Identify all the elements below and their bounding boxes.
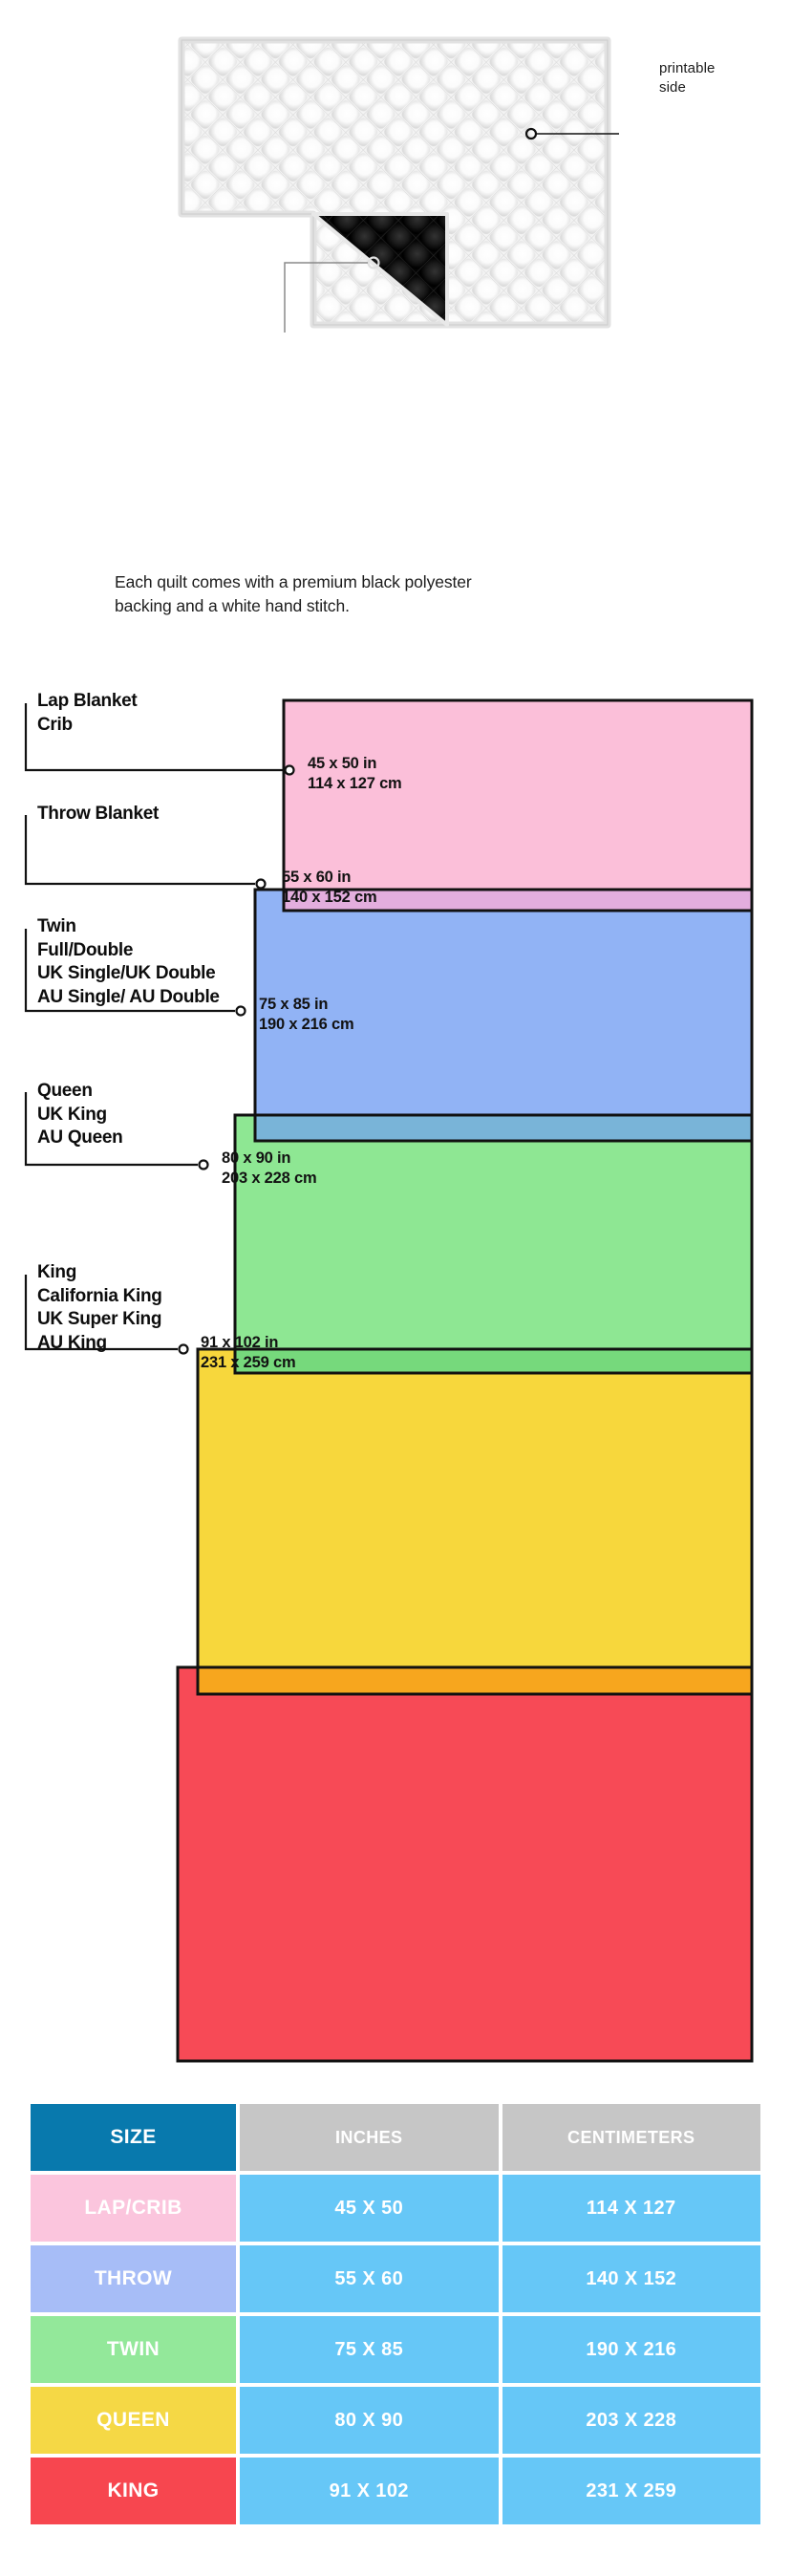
group-label-throw: Throw Blanket — [37, 804, 160, 824]
printable-side-label: printable side — [659, 60, 716, 96]
cell-size-king: KING — [31, 2458, 236, 2524]
table-row: THROW 55 X 60 140 X 152 — [31, 2245, 760, 2312]
size-rect-lap-crib — [282, 698, 754, 912]
cell-size-twin: TWIN — [31, 2316, 236, 2383]
leader-lap-crib — [24, 703, 284, 772]
size-overlap-throw-twin — [253, 1113, 754, 1143]
cell-inches-lap-crib: 45 X 50 — [240, 2175, 499, 2242]
size-rect-queen — [196, 1347, 754, 1696]
header-inches: INCHES — [240, 2104, 499, 2171]
leader-dot-queen — [198, 1159, 209, 1170]
group-label-lap-crib: Lap Blanket Crib — [37, 691, 138, 735]
size-overlap-twin-queen — [233, 1347, 754, 1375]
cell-inches-throw: 55 X 60 — [240, 2245, 499, 2312]
group-label-queen: Queen UK King AU Queen — [37, 1081, 123, 1148]
leader-twin — [24, 929, 235, 1013]
quilt-caption: Each quilt comes with a premium black po… — [115, 572, 472, 615]
quilt-backing-fold — [311, 212, 449, 327]
size-comparison-diagram: Lap Blanket Crib Throw Blanket Twin Full… — [0, 669, 791, 2083]
size-overlap-queen-king — [196, 1665, 754, 1696]
header-size: SIZE — [31, 2104, 236, 2171]
leader-throw — [24, 815, 255, 886]
printable-side-dot — [524, 127, 538, 140]
table-row: QUEEN 80 X 90 203 X 228 — [31, 2387, 760, 2454]
cell-inches-king: 91 X 102 — [240, 2458, 499, 2524]
dimension-label-twin: 75 x 85 in 190 x 216 cm — [259, 996, 354, 1034]
leader-dot-throw — [255, 878, 267, 890]
size-rect-throw — [253, 888, 754, 1143]
cell-size-lap-crib: LAP/CRIB — [31, 2175, 236, 2242]
leader-king — [24, 1275, 178, 1351]
header-centimeters: CENTIMETERS — [502, 2104, 760, 2171]
cell-centimeters-king: 231 X 259 — [502, 2458, 760, 2524]
quilt-image — [170, 27, 619, 333]
quilt-graphic — [178, 36, 619, 333]
table-row: KING 91 X 102 231 X 259 — [31, 2458, 760, 2524]
dimension-label-king: 91 x 102 in 231 x 259 cm — [201, 1334, 296, 1372]
cell-inches-twin: 75 X 85 — [240, 2316, 499, 2383]
quilt-illustration-section: printable side Each quilt comes with a p… — [0, 0, 791, 621]
cell-centimeters-twin: 190 X 216 — [502, 2316, 760, 2383]
dimension-label-throw: 55 x 60 in 140 x 152 cm — [282, 869, 377, 907]
leader-dot-king — [178, 1343, 189, 1355]
size-overlap-lap-throw — [282, 888, 754, 912]
dimension-label-lap-crib: 45 x 50 in 114 x 127 cm — [308, 755, 402, 793]
cell-centimeters-lap-crib: 114 X 127 — [502, 2175, 760, 2242]
group-label-twin: Twin Full/Double UK Single/UK Double AU … — [37, 916, 220, 1008]
dimension-label-queen: 80 x 90 in 203 x 228 cm — [222, 1149, 317, 1188]
cell-size-throw: THROW — [31, 2245, 236, 2312]
size-chart-table: SIZE INCHES CENTIMETERS LAP/CRIB 45 X 50… — [27, 2100, 764, 2528]
backing-leader — [284, 262, 368, 333]
size-rectangles — [24, 698, 754, 2063]
cell-size-queen: QUEEN — [31, 2387, 236, 2454]
table-row: TWIN 75 X 85 190 X 216 — [31, 2316, 760, 2383]
cell-inches-queen: 80 X 90 — [240, 2387, 499, 2454]
leader-queen — [24, 1092, 198, 1167]
backing-dot — [367, 256, 380, 269]
leader-dot-twin — [235, 1005, 246, 1017]
quilt-face — [182, 40, 608, 325]
size-rect-king — [176, 1665, 754, 2063]
leader-dot-lap-crib — [284, 764, 295, 776]
group-label-king: King California King UK Super King AU Ki… — [37, 1262, 162, 1354]
cell-centimeters-throw: 140 X 152 — [502, 2245, 760, 2312]
quilt-binding-outline — [181, 39, 609, 326]
cell-centimeters-queen: 203 X 228 — [502, 2387, 760, 2454]
table-header-row: SIZE INCHES CENTIMETERS — [31, 2104, 760, 2171]
table-row: LAP/CRIB 45 X 50 114 X 127 — [31, 2175, 760, 2242]
